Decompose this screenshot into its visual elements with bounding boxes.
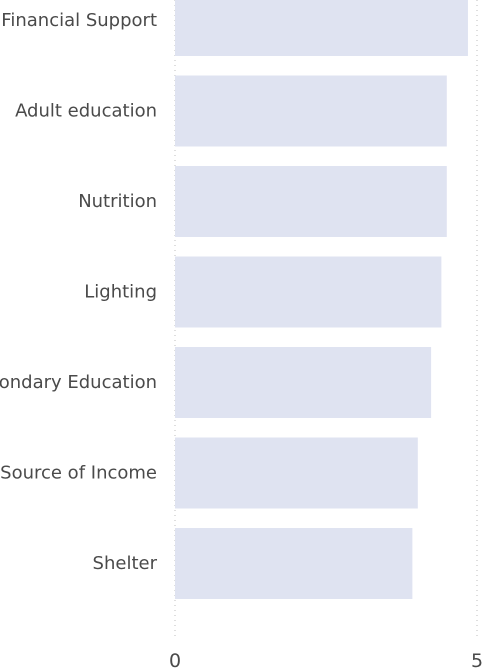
bar-secondary-education [175,347,432,418]
bar-shelter [175,528,413,599]
category-label: Source of Income [0,463,157,484]
category-label: Secondary Education [0,372,157,393]
category-label: Adult education [15,101,157,122]
bar-nutrition [175,166,447,237]
category-label: Nutrition [78,191,157,212]
bar-source-of-income [175,437,418,509]
category-label: Lighting [84,282,157,303]
bar-layer [175,0,468,599]
bar-adult-education [175,75,447,147]
category-label: Financial Support [1,10,157,31]
x-tick-label-1: 5 [471,650,483,672]
bar-lighting [175,256,442,328]
bar-financial-support [175,0,468,56]
category-label-layer: Financial Support Adult education Nutritio… [0,10,158,574]
x-tick-label-0: 0 [169,650,181,672]
category-label: Shelter [93,553,158,574]
